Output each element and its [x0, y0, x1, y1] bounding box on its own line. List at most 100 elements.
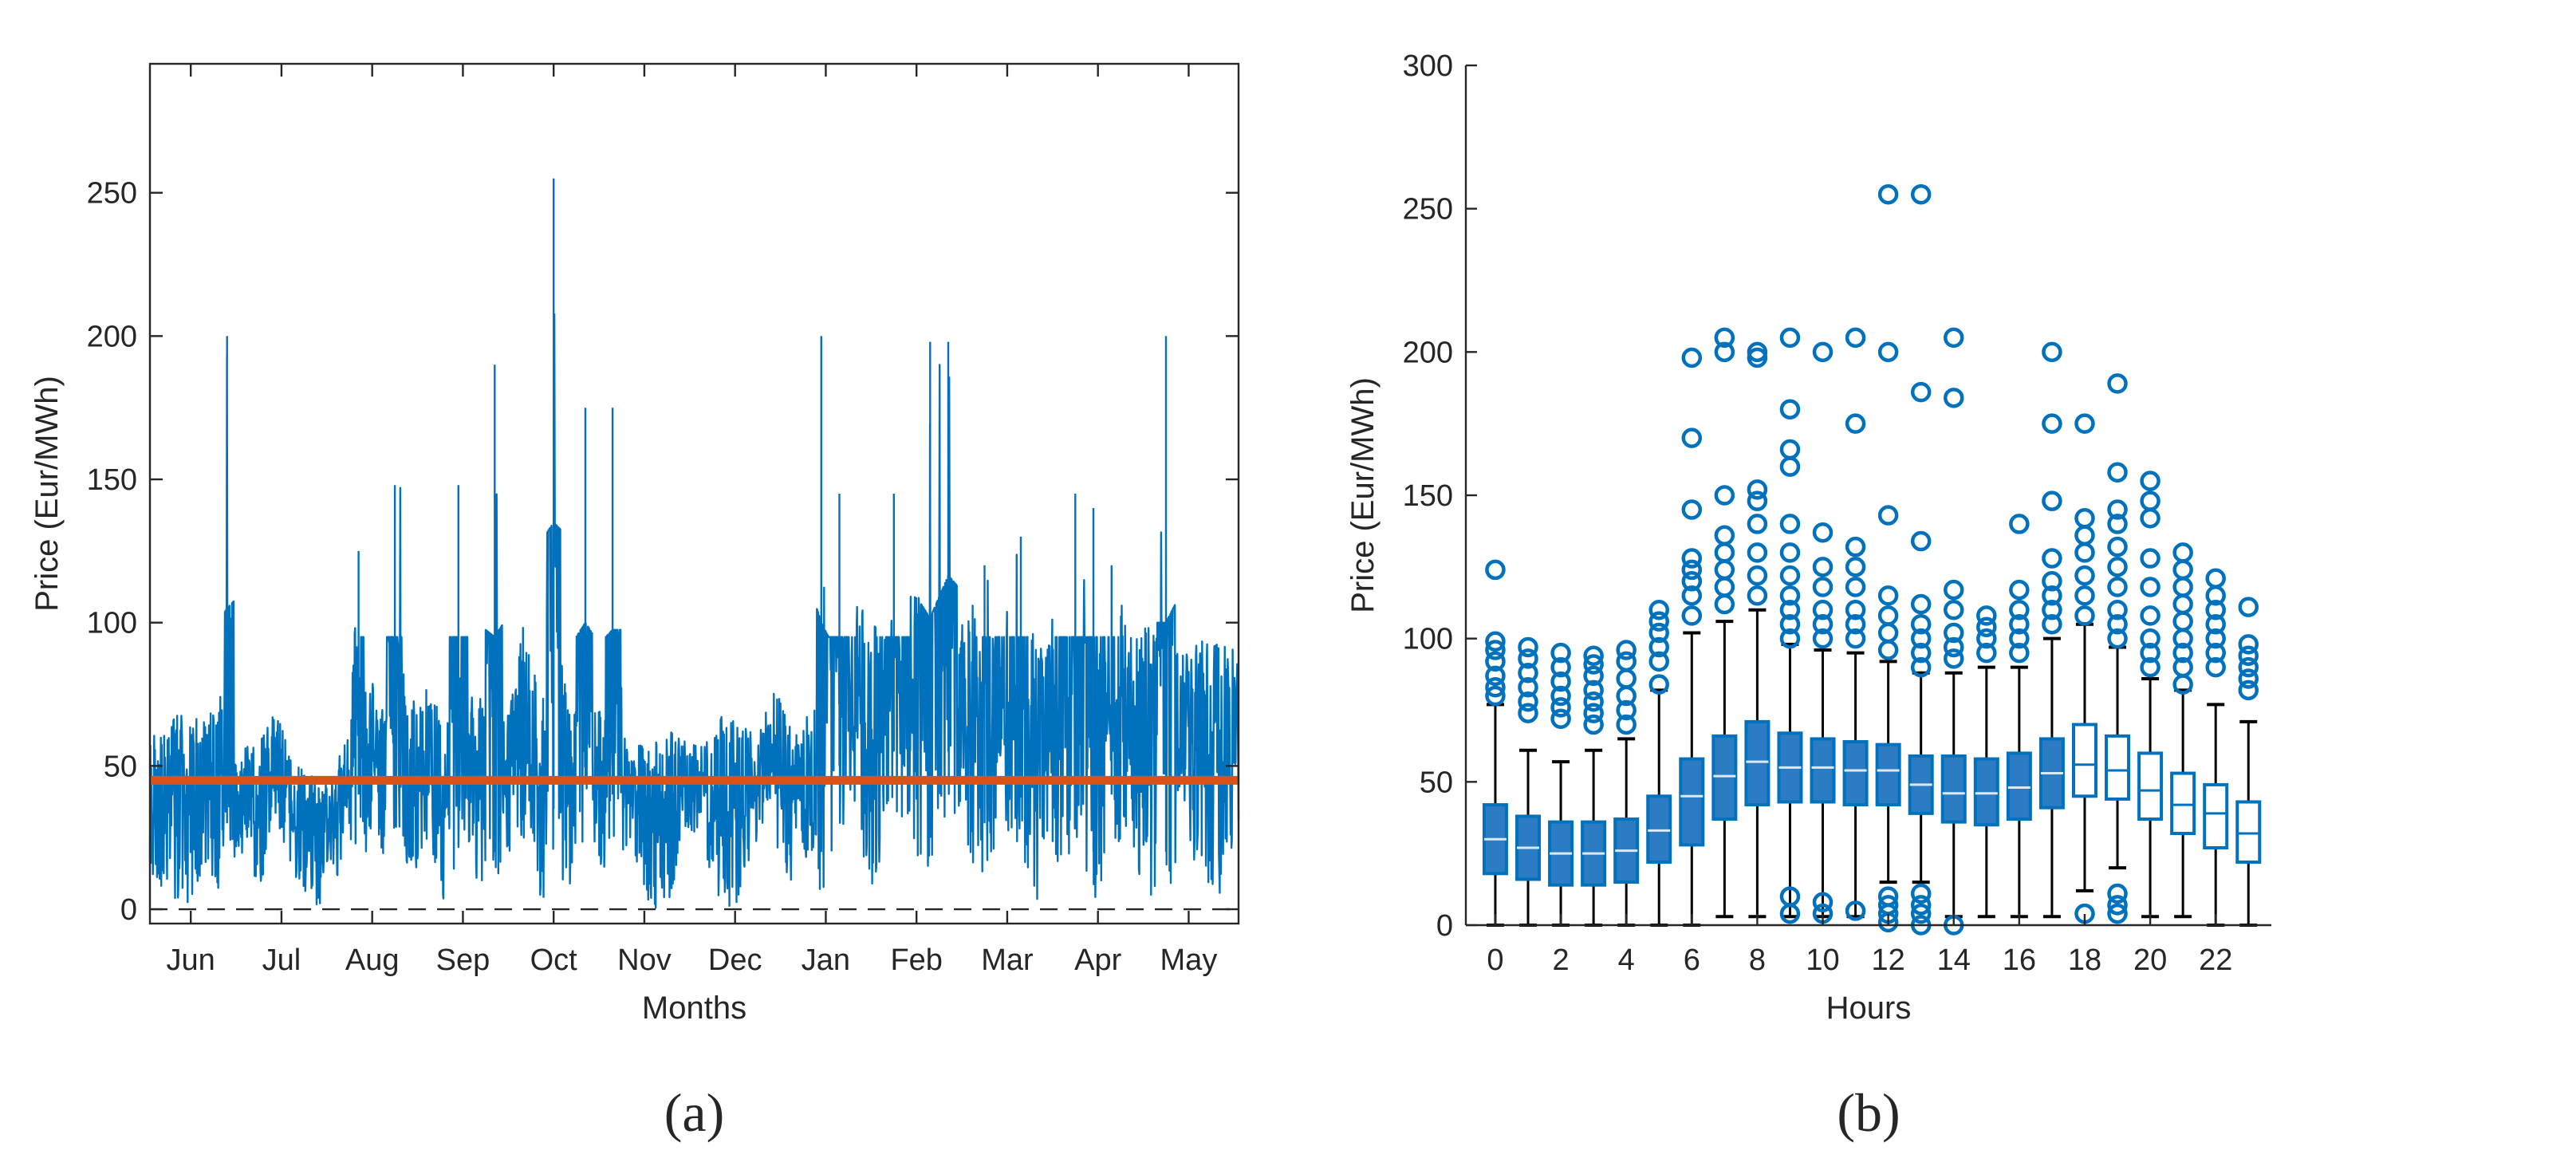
chart-b-outlier: [2074, 413, 2095, 434]
chart-a-x-tick-label: Nov: [617, 943, 672, 977]
chart-b-outlier: [1714, 542, 1735, 563]
chart-b-x-tick-label: 10: [1806, 943, 1839, 977]
chart-b-outlier: [1779, 439, 1801, 460]
chart-b-outlier: [1681, 499, 1703, 520]
chart-a-x-tick-label: Sep: [436, 943, 490, 977]
chart-b-y-tick-label: 250: [1403, 193, 1453, 227]
chart-b-x-axis-label: Hours: [1826, 991, 1912, 1026]
chart-b-outlier: [1812, 892, 1834, 913]
chart-a-panel-label: (a): [664, 1082, 724, 1143]
chart-b-outlier: [1648, 622, 1669, 644]
chart-b-outlier: [1910, 895, 1932, 916]
chart-b-box-hour-23: [2235, 597, 2262, 927]
chart-b-outlier: [2107, 536, 2128, 557]
chart-a-x-tick-label: Jan: [802, 943, 850, 977]
chart-b-axes: 0 50 100 150 200 250 300 0 2 4 6 8 10 12 14 16 18 20 22: [1403, 49, 2271, 977]
chart-a-x-tick-label: May: [1160, 943, 1218, 977]
chart-b-outlier: [1616, 651, 1637, 672]
chart-b-outlier: [2140, 471, 2160, 491]
chart-b-outlier: [2172, 577, 2193, 597]
chart-b-outlier: [2074, 565, 2095, 586]
chart-b-box: [2235, 800, 2262, 864]
chart-b-outlier: [1714, 327, 1735, 349]
chart-a-x-tick-label: Oct: [530, 943, 578, 977]
chart-b-outlier: [2140, 642, 2160, 664]
chart-b-x-tick-label: 6: [1684, 943, 1700, 977]
chart-b-box-hour-3: [1581, 645, 1607, 927]
chart-b-outlier: [1583, 680, 1604, 701]
chart-a-y-tick-label: 50: [104, 750, 137, 783]
chart-b-y-tick-label: 300: [1403, 49, 1453, 83]
chart-b-outlier: [1812, 341, 1834, 363]
chart-b-outlier: [1550, 697, 1571, 718]
chart-b-box-hour-10: [1810, 341, 1836, 924]
chart-a-x-axis-label: Months: [642, 991, 746, 1026]
chart-b-outlier: [1714, 577, 1735, 597]
chart-b-outlier: [1779, 399, 1801, 420]
chart-b-outlier: [1877, 183, 1899, 205]
chart-b-outlier: [2107, 373, 2128, 394]
chart-b-outlier: [1812, 557, 1834, 577]
chart-b-outlier: [1877, 640, 1899, 660]
chart-b-outlier: [1648, 611, 1669, 632]
chart-a-y-tick-label: 200: [87, 320, 137, 353]
chart-b-outlier: [1648, 651, 1669, 672]
chart-b-outlier: [1976, 617, 1997, 638]
chart-b-outlier: [1747, 542, 1768, 563]
chart-b-outlier: [1714, 525, 1735, 546]
chart-b-box-hour-12: [1875, 183, 1901, 933]
chart-a-y-tick-label: 100: [87, 607, 137, 640]
chart-b-outlier: [2205, 628, 2226, 649]
chart-b-outlier: [1518, 677, 1538, 698]
chart-a-x-tick-label: Jul: [262, 943, 301, 977]
chart-b-outlier: [1485, 677, 1506, 698]
chart-b-outlier: [1550, 708, 1571, 730]
chart-b-outlier: [2107, 613, 2128, 635]
chart-b-outlier: [1976, 605, 1997, 626]
chart-b-outlier: [1877, 341, 1899, 363]
chart-b-outlier: [2107, 883, 2128, 904]
chart-b-outlier: [2009, 599, 2030, 620]
chart-b-outlier: [1518, 663, 1538, 683]
chart-b-y-tick-label: 100: [1403, 623, 1453, 656]
chart-b-box-hour-20: [2137, 471, 2164, 919]
chart-b-outlier: [1747, 514, 1768, 534]
chart-b-outlier: [1616, 640, 1637, 660]
chart-b-outlier: [2074, 585, 2095, 606]
chart-b-outlier: [1910, 656, 1932, 678]
chart-b-outlier: [1910, 593, 1932, 615]
chart-b-outlier: [1747, 341, 1768, 363]
chart-b-outlier: [1583, 703, 1604, 723]
chart-b-outlier: [1714, 559, 1735, 581]
chart-b-outlier: [1845, 557, 1866, 577]
chart-b-outlier: [2009, 579, 2030, 601]
chart-b-outlier: [2238, 634, 2259, 655]
chart-b-box-hour-22: [2203, 568, 2229, 927]
chart-b-outlier: [1910, 883, 1932, 904]
chart-b-outlier: [1714, 593, 1735, 615]
chart-b-outlier: [1681, 347, 1703, 368]
chart-b-box: [1875, 743, 1901, 807]
chart-b-box: [1810, 737, 1836, 804]
chart-b-outlier: [2140, 605, 2160, 626]
chart-b-box: [2105, 734, 2131, 801]
chart-a-y-axis-label: Price (Eur/MWh): [30, 376, 65, 612]
chart-b-outlier: [2238, 656, 2259, 678]
chart-b-box-hour-7: [1711, 327, 1738, 919]
chart-b-box-hour-13: [1908, 183, 1934, 936]
chart-b-box: [1646, 794, 1672, 864]
chart-b-x-tick-label: 8: [1749, 943, 1766, 977]
chart-b-y-tick-label: 0: [1436, 909, 1453, 943]
chart-b-boxes: [1482, 183, 2262, 936]
chart-b-outlier: [1518, 636, 1538, 658]
chart-b-outlier: [1779, 565, 1801, 586]
chart-b-outlier: [1648, 636, 1669, 658]
chart-b-outlier: [2074, 507, 2095, 529]
chart-b-outlier: [2172, 656, 2193, 678]
chart-b-outlier: [2107, 599, 2128, 620]
chart-b: 0 50 100 150 200 250 300 0 2 4 6 8 10 12 14 16 18 20 22 Ho…: [1345, 49, 2271, 1143]
chart-b-outlier: [2009, 514, 2030, 534]
chart-b-outlier: [1877, 895, 1899, 916]
chart-b-outlier: [1583, 665, 1604, 687]
chart-b-outlier: [1747, 585, 1768, 606]
